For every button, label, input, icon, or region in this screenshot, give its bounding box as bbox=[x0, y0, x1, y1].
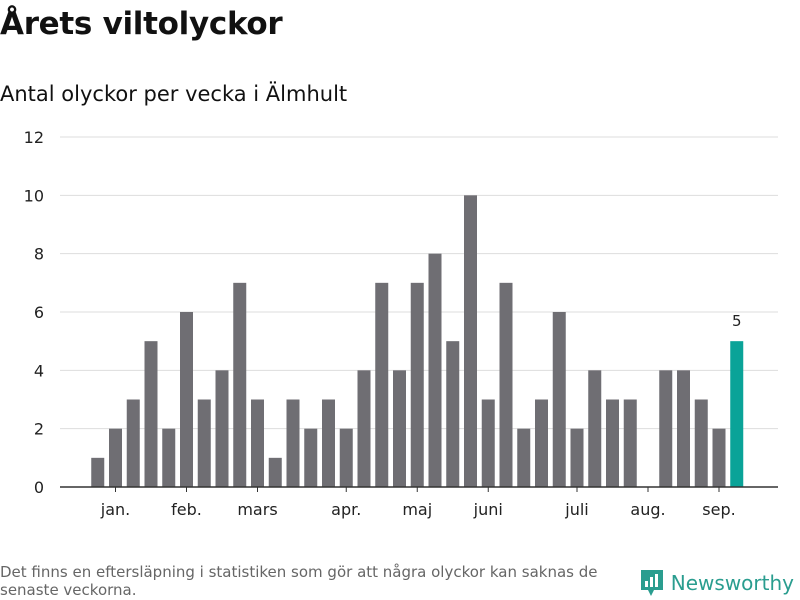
bar bbox=[623, 399, 637, 487]
x-tick-label: maj bbox=[402, 500, 432, 519]
chart-title: Årets viltolyckor bbox=[0, 6, 283, 42]
bar bbox=[162, 428, 176, 487]
y-tick-label: 10 bbox=[24, 186, 44, 205]
bar bbox=[393, 370, 406, 487]
y-tick-label: 0 bbox=[34, 478, 44, 497]
bar bbox=[286, 399, 300, 487]
newsworthy-logo: Newsworthy bbox=[639, 568, 794, 598]
y-tick-label: 2 bbox=[34, 420, 44, 439]
footer-note: Det finns en eftersläpning i statistiken… bbox=[0, 563, 598, 599]
x-tick-label: sep. bbox=[702, 500, 735, 519]
highlight-value-label: 5 bbox=[732, 312, 742, 330]
bar bbox=[570, 428, 584, 487]
bar bbox=[499, 282, 513, 487]
bar bbox=[180, 312, 193, 487]
bar bbox=[446, 341, 460, 487]
x-axis-ticks: jan. feb. mars apr. maj juni juli aug. sep. bbox=[100, 487, 736, 519]
x-tick-label: mars bbox=[237, 500, 277, 519]
bar bbox=[659, 370, 673, 487]
bar bbox=[233, 282, 247, 487]
y-tick-label: 12 bbox=[24, 128, 44, 147]
bar bbox=[322, 399, 335, 487]
y-tick-label: 4 bbox=[34, 361, 44, 380]
bar-highlight bbox=[730, 341, 744, 487]
bar bbox=[197, 399, 211, 487]
bar bbox=[375, 282, 389, 487]
x-tick-label: jan. bbox=[100, 500, 130, 519]
bar bbox=[606, 399, 619, 487]
bar bbox=[588, 370, 602, 487]
bar bbox=[109, 428, 122, 487]
bar bbox=[357, 370, 371, 487]
y-tick-label: 6 bbox=[34, 303, 44, 322]
bar bbox=[126, 399, 140, 487]
bar bbox=[91, 457, 105, 487]
bar bbox=[410, 282, 424, 487]
x-tick-label: feb. bbox=[171, 500, 202, 519]
bar bbox=[535, 399, 548, 487]
bar bbox=[304, 428, 318, 487]
x-tick-label: juni bbox=[473, 500, 503, 519]
bar bbox=[268, 457, 282, 487]
y-tick-label: 8 bbox=[34, 245, 44, 264]
bar bbox=[677, 370, 690, 487]
bar bbox=[215, 370, 229, 487]
y-axis-ticks: 0 2 4 6 8 10 12 bbox=[24, 128, 44, 497]
bar bbox=[552, 312, 566, 487]
bar bbox=[144, 341, 158, 487]
bar bbox=[251, 399, 264, 487]
bar bbox=[428, 253, 442, 487]
bar bbox=[517, 428, 531, 487]
bar bbox=[712, 428, 726, 487]
x-tick-label: juli bbox=[564, 500, 588, 519]
chart-subtitle: Antal olyckor per vecka i Älmhult bbox=[0, 82, 348, 106]
x-tick-label: apr. bbox=[331, 500, 361, 519]
x-tick-label: aug. bbox=[630, 500, 665, 519]
bars bbox=[91, 195, 744, 488]
bar bbox=[694, 399, 708, 487]
brand-name: Newsworthy bbox=[670, 571, 794, 595]
bar bbox=[339, 428, 353, 487]
newsworthy-logo-icon bbox=[640, 570, 663, 596]
bar bbox=[464, 195, 477, 488]
bar bbox=[481, 399, 495, 487]
